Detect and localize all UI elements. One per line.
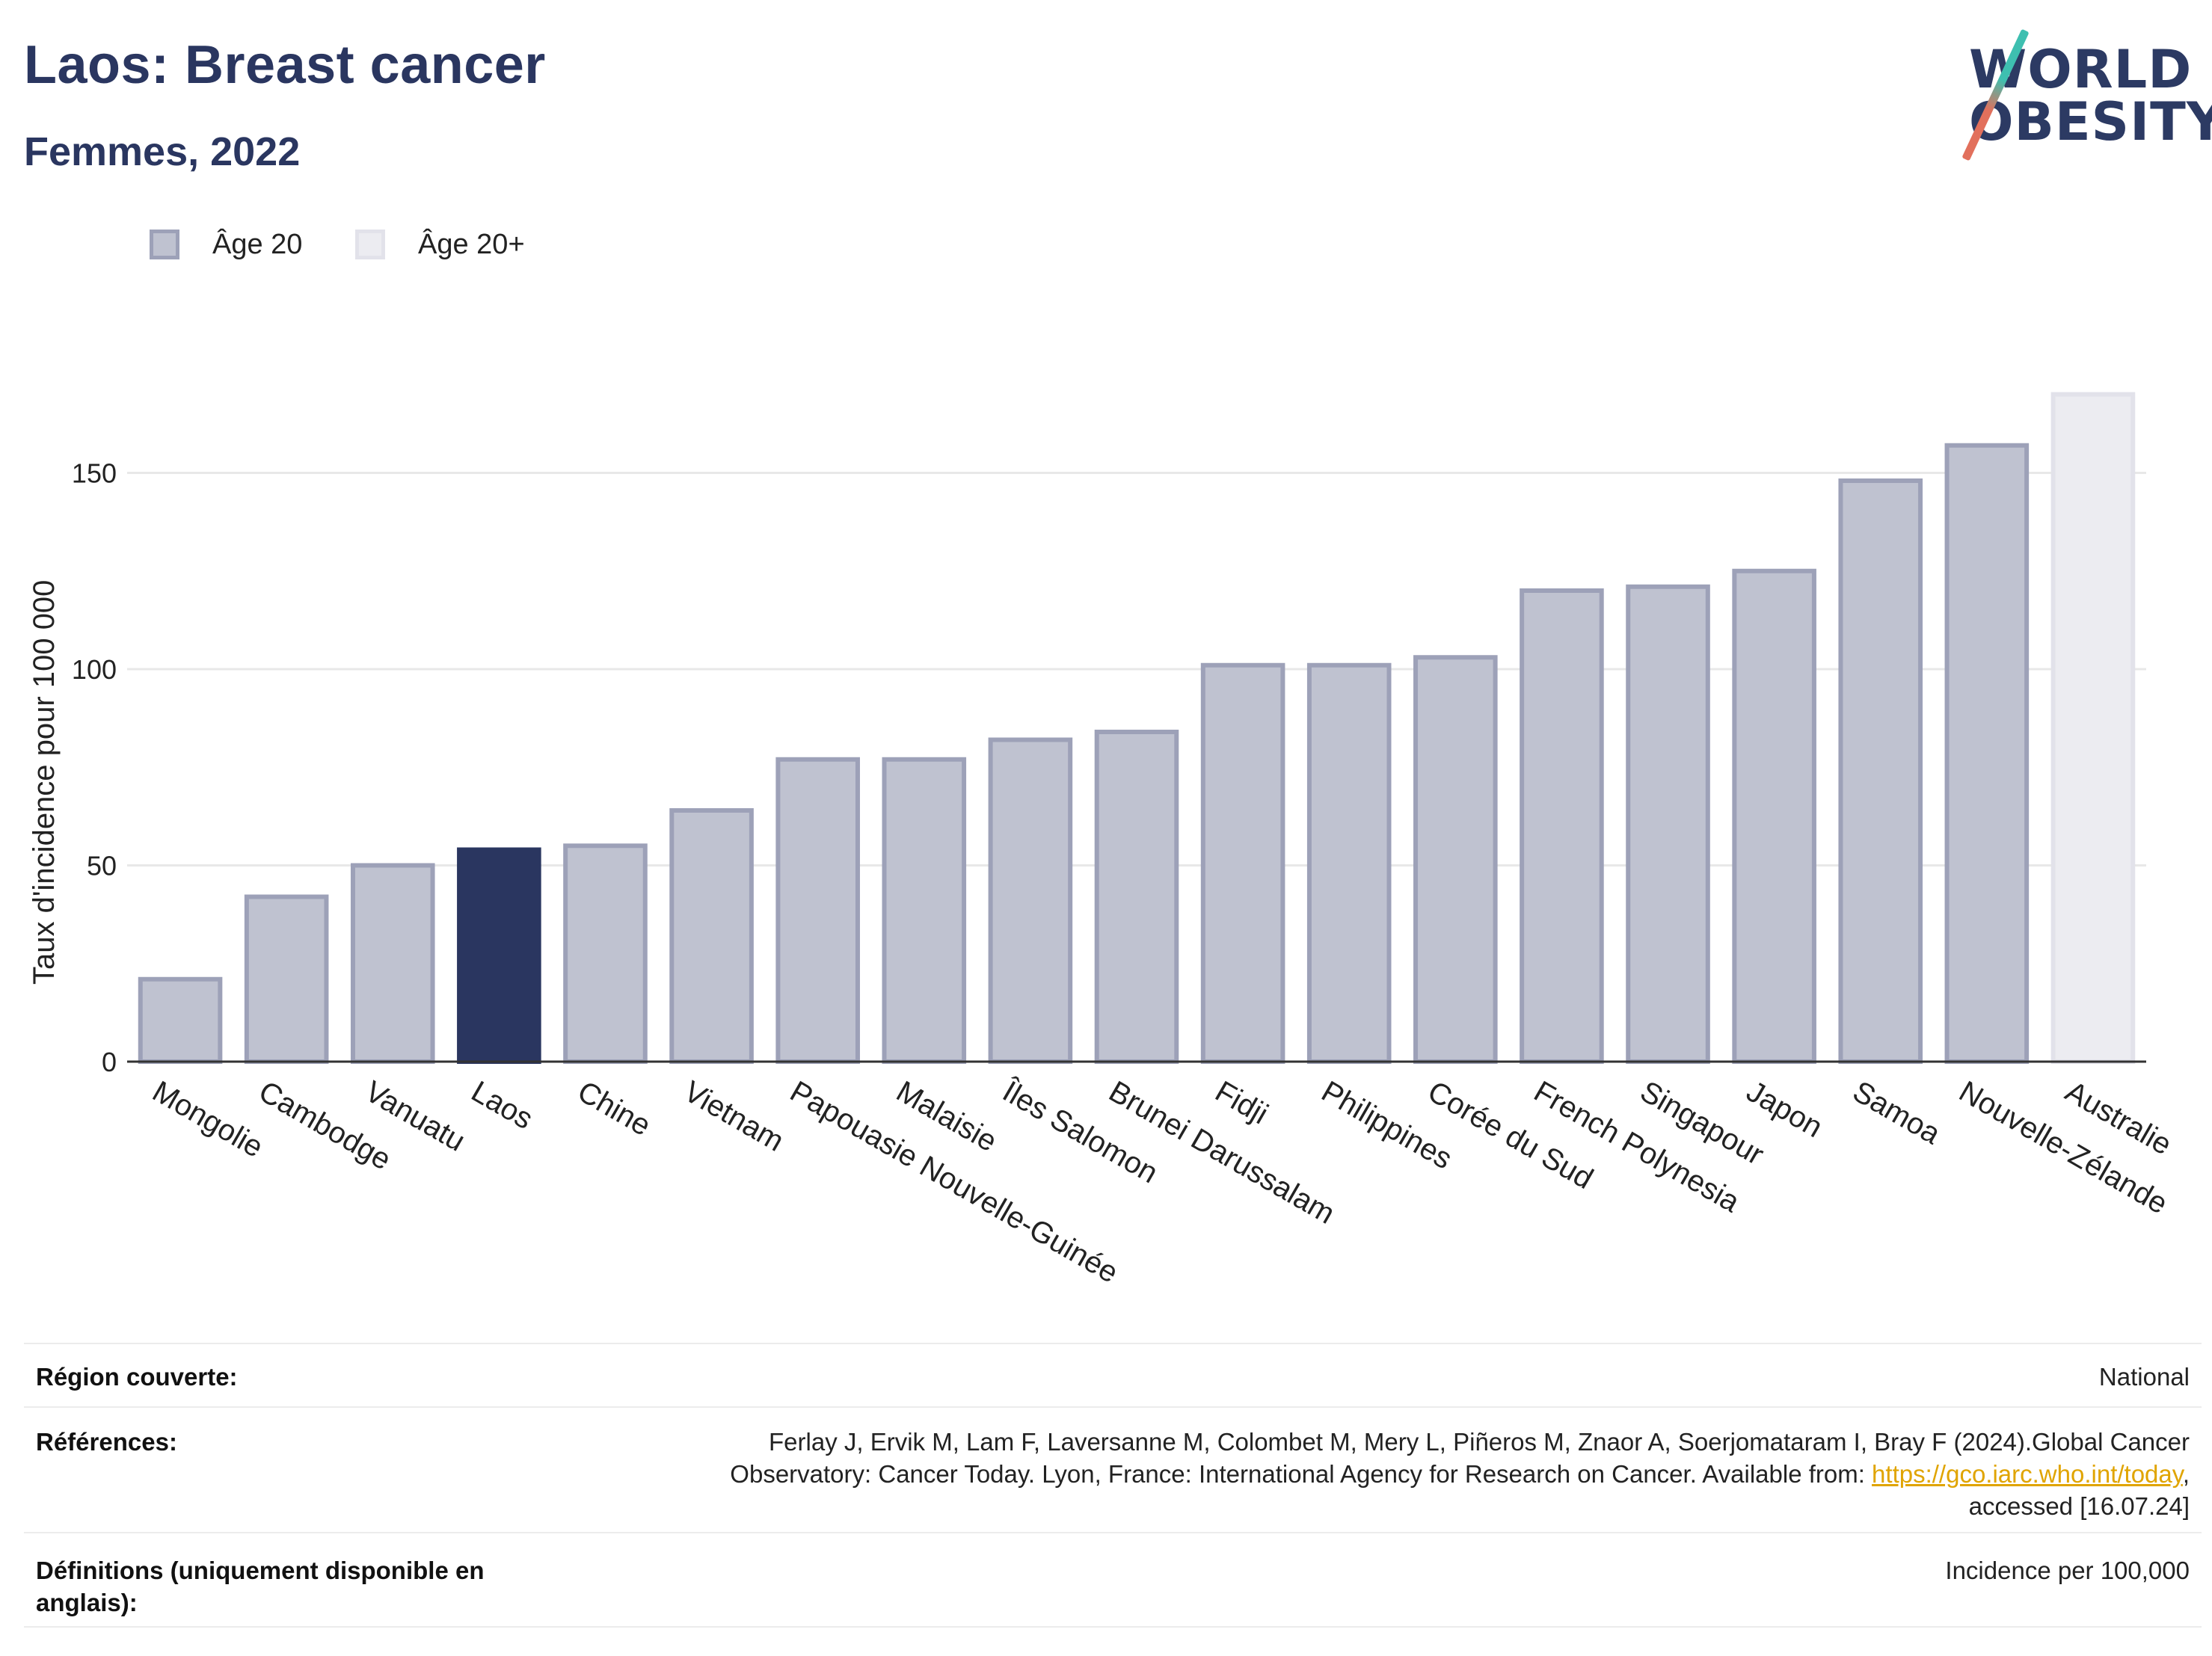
references-link[interactable]: https://gco.iarc.who.int/today: [1872, 1460, 2183, 1488]
bar: [563, 843, 648, 1064]
legend-label-age-20-plus: Âge 20+: [418, 228, 525, 260]
y-tick-label: 50: [87, 851, 117, 881]
bar: [1200, 662, 1285, 1064]
definitions-value: Incidence per 100,000: [1945, 1557, 2190, 1584]
x-tick-label: Vietnam: [678, 1075, 789, 1158]
bar: [669, 808, 754, 1064]
bar: [1626, 584, 1710, 1064]
bar: [988, 737, 1073, 1064]
y-tick-label: 0: [102, 1047, 117, 1077]
region-value: National: [2098, 1363, 2190, 1391]
y-tick-label: 100: [72, 654, 117, 685]
bar: [138, 976, 223, 1064]
legend-swatch-age-20-plus: [355, 230, 385, 259]
references-line-2: Observatory: Cancer Today. Lyon, France:…: [730, 1458, 2190, 1490]
legend-item-age-20-plus[interactable]: Âge 20+: [355, 224, 525, 265]
references-line-2-text: Observatory: Cancer Today. Lyon, France:…: [730, 1460, 1872, 1488]
x-tick-label: Chine: [572, 1075, 657, 1142]
page-subtitle: Femmes, 2022: [24, 129, 301, 174]
x-tick-label: Laos: [466, 1075, 538, 1136]
x-tick-label: Fidji: [1210, 1075, 1274, 1131]
world-obesity-logo: WORLD OBESITY: [1961, 28, 2212, 161]
bar: [1944, 443, 2030, 1064]
references-line-3: accessed [16.07.24]: [1968, 1492, 2190, 1520]
legend-item-age-20[interactable]: Âge 20: [150, 224, 302, 265]
bar: [244, 894, 329, 1064]
bar: [350, 863, 435, 1064]
references-line-2-end: ,: [2182, 1460, 2190, 1488]
bar: [1838, 478, 1923, 1064]
x-tick-label: Samoa: [1847, 1075, 1946, 1151]
definitions-label-line-2: anglais):: [36, 1589, 138, 1616]
bar: [775, 757, 860, 1064]
bar: [1094, 730, 1179, 1064]
references-value: Ferlay J, Ervik M, Lam F, Laversanne M, …: [730, 1426, 2190, 1522]
info-row-references: Références: Ferlay J, Ervik M, Lam F, La…: [24, 1406, 2202, 1533]
x-tick-label: Mongolie: [147, 1075, 269, 1164]
legend-label-age-20: Âge 20: [212, 228, 303, 260]
bar: [1413, 655, 1498, 1064]
references-label: Références:: [36, 1428, 177, 1456]
y-axis-title: Taux d'incidence pour 100 000: [28, 580, 61, 985]
logo-word-obesity: OBESITY: [1969, 91, 2212, 153]
definitions-label-line-1: Définitions (uniquement disponible en: [36, 1557, 485, 1584]
page-title: Laos: Breast cancer: [24, 35, 546, 95]
info-row-definitions: Définitions (uniquement disponible en an…: [24, 1532, 2202, 1628]
info-row-region: Région couverte: National: [24, 1343, 2202, 1408]
bar: [2050, 392, 2136, 1064]
definitions-label: Définitions (uniquement disponible en an…: [36, 1554, 485, 1619]
references-line-1: Ferlay J, Ervik M, Lam F, Laversanne M, …: [769, 1428, 2190, 1456]
bar: [1306, 662, 1392, 1064]
y-tick-label: 150: [72, 458, 117, 489]
legend-swatch-age-20: [150, 230, 179, 259]
bar: [457, 847, 541, 1064]
region-label: Région couverte:: [36, 1363, 238, 1391]
bar: [882, 757, 967, 1064]
bar: [1732, 568, 1816, 1064]
bar: [1520, 588, 1604, 1064]
